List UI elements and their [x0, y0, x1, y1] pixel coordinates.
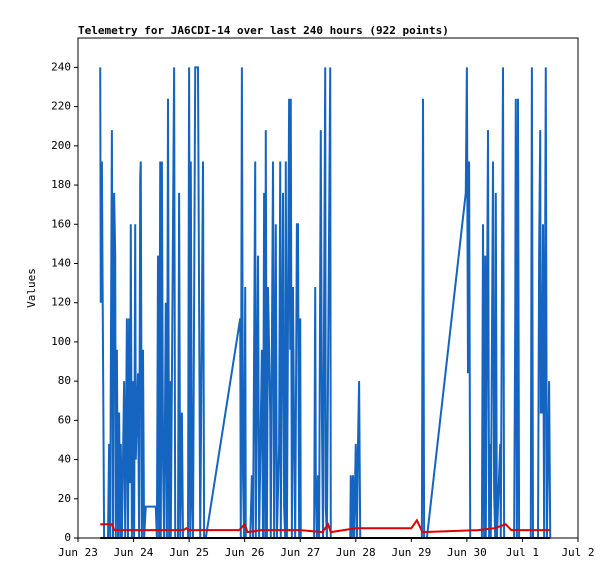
x-tick-label: Jun 25 — [169, 546, 209, 559]
x-tick-label: Jun 30 — [447, 546, 487, 559]
x-tick-label: Jun 27 — [280, 546, 320, 559]
y-tick-label: 180 — [51, 178, 71, 191]
x-tick-label: Jun 29 — [391, 546, 431, 559]
chart-title: Telemetry for JA6CDI-14 over last 240 ho… — [78, 24, 449, 37]
y-tick-label: 140 — [51, 256, 71, 269]
series-line — [100, 518, 551, 534]
y-tick-label: 100 — [51, 335, 71, 348]
y-tick-label: 40 — [58, 453, 71, 466]
x-tick-label: Jul 2 — [561, 546, 594, 559]
y-tick-label: 80 — [58, 374, 71, 387]
y-tick-label: 20 — [58, 492, 71, 505]
y-tick-label: 220 — [51, 100, 71, 113]
x-tick-label: Jun 26 — [225, 546, 265, 559]
x-tick-label: Jul 1 — [506, 546, 539, 559]
y-tick-label: 200 — [51, 139, 71, 152]
y-tick-label: 240 — [51, 60, 71, 73]
y-tick-label: 60 — [58, 413, 71, 426]
y-tick-label: 160 — [51, 217, 71, 230]
y-axis-label: Values — [25, 268, 38, 308]
y-tick-label: 120 — [51, 296, 71, 309]
y-tick-label: 0 — [64, 531, 71, 544]
x-tick-label: Jun 23 — [58, 546, 98, 559]
x-tick-label: Jun 28 — [336, 546, 376, 559]
x-tick-label: Jun 24 — [114, 546, 154, 559]
